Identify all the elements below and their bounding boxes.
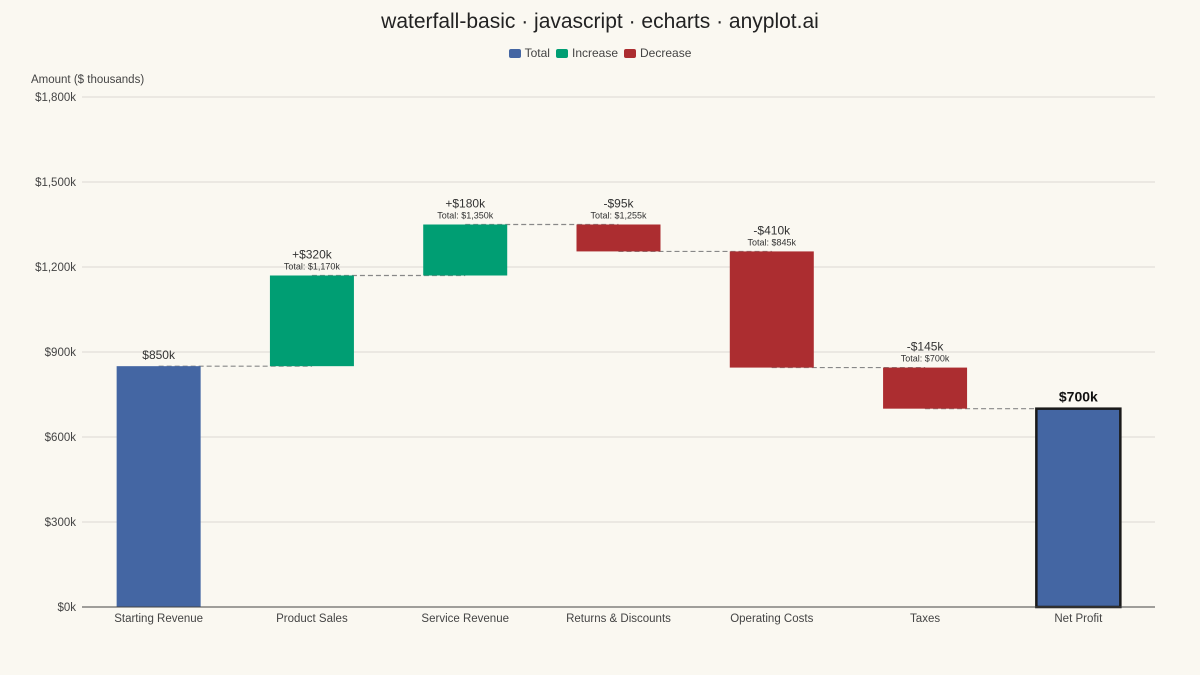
legend-swatch-total <box>508 48 521 58</box>
legend: Total Increase Decrease <box>0 46 1200 60</box>
legend-label-decrease: Decrease <box>640 46 692 60</box>
bar-decrease <box>883 367 968 409</box>
bar-final <box>1035 407 1122 609</box>
data-label: +$320k <box>292 248 333 262</box>
x-tick-label: Starting Revenue <box>114 613 203 625</box>
y-tick-label: $1,500k <box>35 177 76 189</box>
data-sublabel: Total: $700k <box>901 354 950 364</box>
data-label: -$145k <box>907 340 945 354</box>
bar-total <box>116 366 201 607</box>
legend-item-increase[interactable]: Increase <box>555 46 619 60</box>
bar-decrease <box>576 224 661 252</box>
data-label: +$180k <box>445 197 486 211</box>
y-tick-label: $900k <box>45 347 77 359</box>
axes: $0k $300k $600k $900k $1,200k $1,500k $1,800k S… <box>35 92 1155 625</box>
legend-item-total[interactable]: Total <box>508 46 550 60</box>
legend-label-increase: Increase <box>571 46 619 60</box>
bar-increase <box>423 224 508 276</box>
data-sublabel: Total: $1,170k <box>284 262 341 272</box>
x-tick-label: Operating Costs <box>730 613 813 625</box>
y-tick-label: $0k <box>57 602 76 614</box>
data-sublabel: Total: $1,255k <box>590 211 647 221</box>
y-axis-label: Amount ($ thousands) <box>31 74 145 86</box>
x-tick-label: Returns & Discounts <box>566 613 671 625</box>
bars <box>116 224 1122 609</box>
grid-lines <box>82 96 1155 523</box>
x-tick-label: Taxes <box>910 613 940 625</box>
y-tick-label: $300k <box>45 517 77 529</box>
x-tick-label: Net Profit <box>1054 613 1103 625</box>
data-sublabel: Total: $1,350k <box>437 211 494 221</box>
y-tick-label: $600k <box>45 432 77 444</box>
x-tick-label: Service Revenue <box>421 613 509 625</box>
data-label-final: $700k <box>1059 389 1098 405</box>
data-label: -$410k <box>753 223 791 237</box>
y-tick-label: $1,800k <box>35 92 76 104</box>
legend-swatch-decrease <box>624 48 637 58</box>
legend-label-total: Total <box>524 46 550 60</box>
data-sublabel: Total: $845k <box>748 237 797 247</box>
data-label: -$95k <box>603 197 634 211</box>
legend-item-decrease[interactable]: Decrease <box>624 46 691 60</box>
data-label: $850k <box>142 348 176 362</box>
chart-title: waterfall-basic · javascript · echarts ·… <box>381 10 819 33</box>
x-tick-label: Product Sales <box>276 613 348 625</box>
y-tick-label: $1,200k <box>35 262 76 274</box>
bar-decrease <box>729 251 814 368</box>
bar-increase <box>269 275 354 367</box>
legend-swatch-increase <box>555 48 568 58</box>
